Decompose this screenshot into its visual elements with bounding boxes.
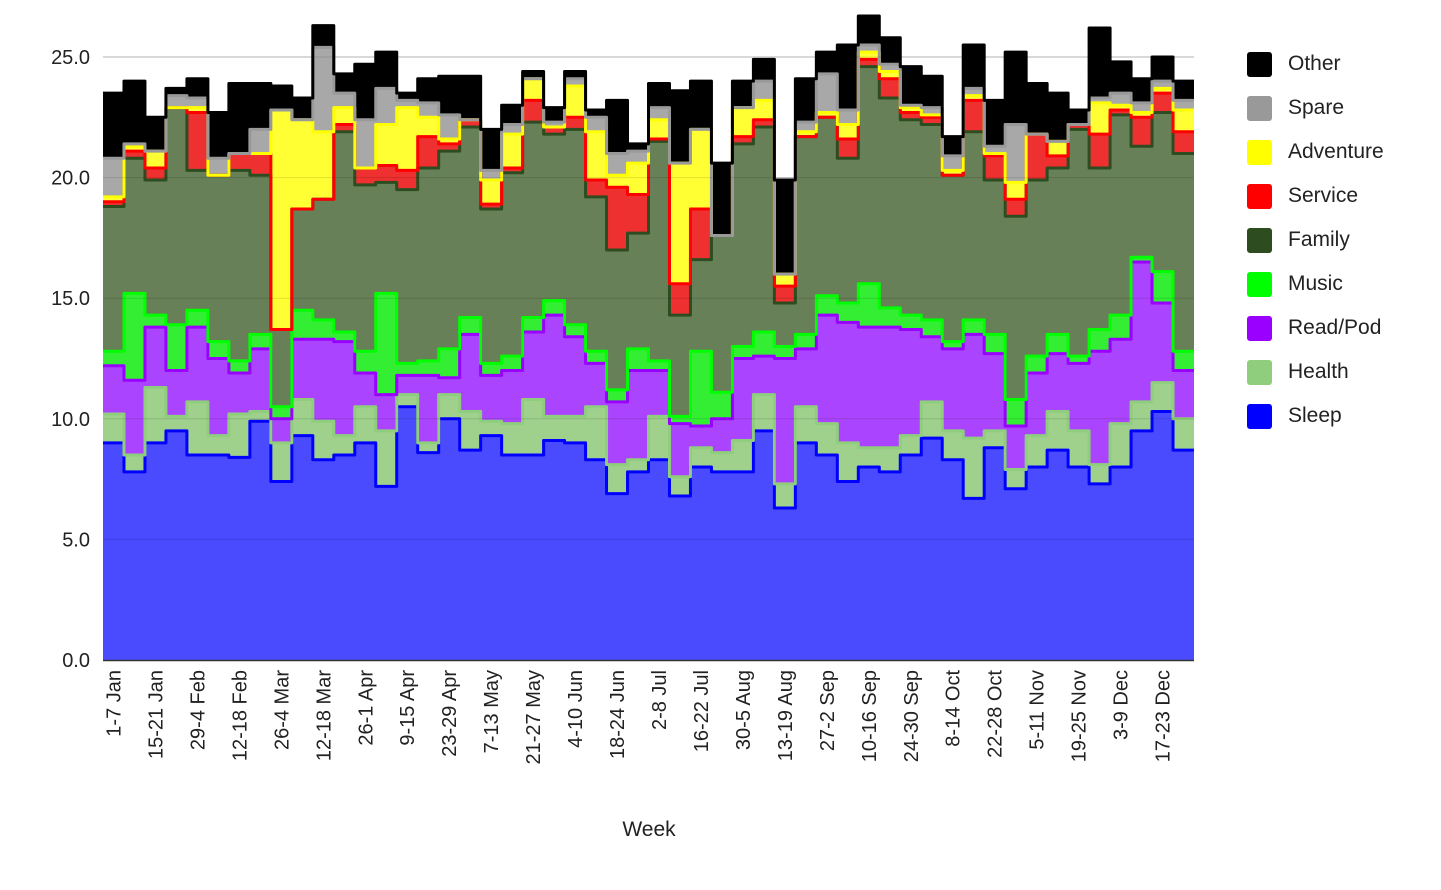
legend-label: Family	[1288, 228, 1350, 251]
y-tick-label: 5.0	[62, 529, 90, 551]
legend-item: Read/Pod	[1247, 306, 1384, 350]
legend-item: Spare	[1247, 86, 1384, 130]
axes: 0.0 5.0 10.0 15.0 20.0 25.0 1-7 Jan 15-21 Jan 29…	[51, 47, 1194, 765]
legend-swatch	[1247, 359, 1272, 385]
y-tick-label: 10.0	[51, 409, 90, 431]
x-tick-label: 13-19 Aug	[775, 670, 797, 761]
legend-swatch	[1247, 95, 1272, 121]
legend-item: Other	[1247, 42, 1384, 86]
x-tick-label: 12-18 Feb	[229, 670, 251, 761]
legend-swatch	[1247, 403, 1272, 429]
series-areas	[103, 14, 1194, 660]
legend-label: Health	[1288, 360, 1349, 383]
x-tick-label: 9-15 Apr	[397, 670, 419, 746]
legend-label: Adventure	[1288, 140, 1384, 163]
y-tick-label: 15.0	[51, 288, 90, 310]
legend-swatch	[1247, 271, 1272, 297]
legend-label: Sleep	[1288, 404, 1342, 427]
x-tick-label: 22-28 Oct	[985, 670, 1007, 758]
legend-swatch	[1247, 183, 1272, 209]
x-tick-label: 26-4 Mar	[271, 670, 293, 750]
x-tick-label: 12-18 Mar	[313, 670, 335, 761]
x-tick-label: 17-23 Dec	[1153, 670, 1175, 762]
legend-swatch	[1247, 315, 1272, 341]
x-tick-label: 26-1 Apr	[355, 670, 377, 746]
x-tick-label: 15-21 Jan	[146, 670, 168, 759]
legend-label: Service	[1288, 184, 1359, 207]
x-tick-label: 23-29 Apr	[439, 670, 461, 757]
x-tick-label: 4-10 Jun	[565, 670, 587, 748]
legend-item: Sleep	[1247, 394, 1384, 438]
series-line-music	[103, 255, 1194, 418]
legend-item: Service	[1247, 174, 1384, 218]
x-tick-label: 18-24 Jun	[607, 670, 629, 759]
legend-item: Adventure	[1247, 130, 1384, 174]
legend-swatch	[1247, 51, 1272, 77]
x-tick-label: 8-14 Oct	[943, 670, 965, 747]
legend-swatch	[1247, 139, 1272, 165]
x-tick-label: 16-22 Jul	[691, 670, 713, 752]
legend: Other Spare Adventure Service Family Music Rea…	[1247, 42, 1384, 438]
legend-label: Spare	[1288, 96, 1345, 119]
series-line-health	[103, 381, 1194, 486]
x-tick-label: 3-9 Dec	[1111, 670, 1133, 740]
x-tick-label: 7-13 May	[481, 670, 503, 753]
series-line-read-pod	[103, 260, 1194, 428]
legend-label: Other	[1288, 52, 1341, 75]
x-tick-label: 27-2 Sep	[817, 670, 839, 751]
x-tick-label: 29-4 Feb	[187, 670, 209, 750]
series-line-other	[103, 14, 1194, 182]
y-tick-label: 20.0	[51, 168, 90, 190]
x-tick-label: 24-30 Sep	[901, 670, 923, 762]
legend-item: Family	[1247, 218, 1384, 262]
legend-item: Music	[1247, 262, 1384, 306]
y-tick-label: 25.0	[51, 47, 90, 69]
legend-label: Read/Pod	[1288, 316, 1382, 339]
y-tick-label: 0.0	[62, 650, 90, 672]
x-tick-label: 5-11 Nov	[1027, 670, 1049, 750]
x-axis-title: Week	[622, 818, 676, 841]
legend-label: Music	[1288, 272, 1343, 295]
legend-swatch	[1247, 227, 1272, 253]
x-tick-label: 10-16 Sep	[859, 670, 881, 762]
legend-item: Health	[1247, 350, 1384, 394]
x-tick-label: 2-8 Jul	[649, 670, 671, 730]
x-tick-label: 30-5 Aug	[733, 670, 755, 750]
x-tick-label: 1-7 Jan	[104, 670, 126, 737]
x-tick-label: 21-27 May	[523, 670, 545, 765]
x-tick-label: 19-25 Nov	[1069, 670, 1091, 762]
